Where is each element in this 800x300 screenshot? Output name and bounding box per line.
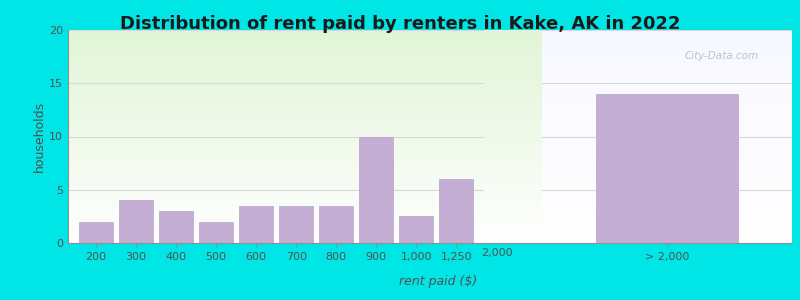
Bar [399, 216, 434, 243]
Bar [439, 179, 474, 243]
Text: 2,000: 2,000 [482, 248, 513, 258]
Bar [79, 222, 113, 243]
Text: City-Data.com: City-Data.com [685, 51, 759, 61]
Bar [596, 94, 738, 243]
Bar [319, 206, 354, 243]
Bar [279, 206, 313, 243]
Bar [199, 222, 233, 243]
Bar [159, 211, 193, 243]
Text: Distribution of rent paid by renters in Kake, AK in 2022: Distribution of rent paid by renters in … [120, 15, 680, 33]
Bar [239, 206, 273, 243]
Y-axis label: households: households [34, 101, 46, 172]
Bar [359, 136, 394, 243]
Text: rent paid ($): rent paid ($) [399, 275, 477, 288]
Bar [119, 200, 153, 243]
